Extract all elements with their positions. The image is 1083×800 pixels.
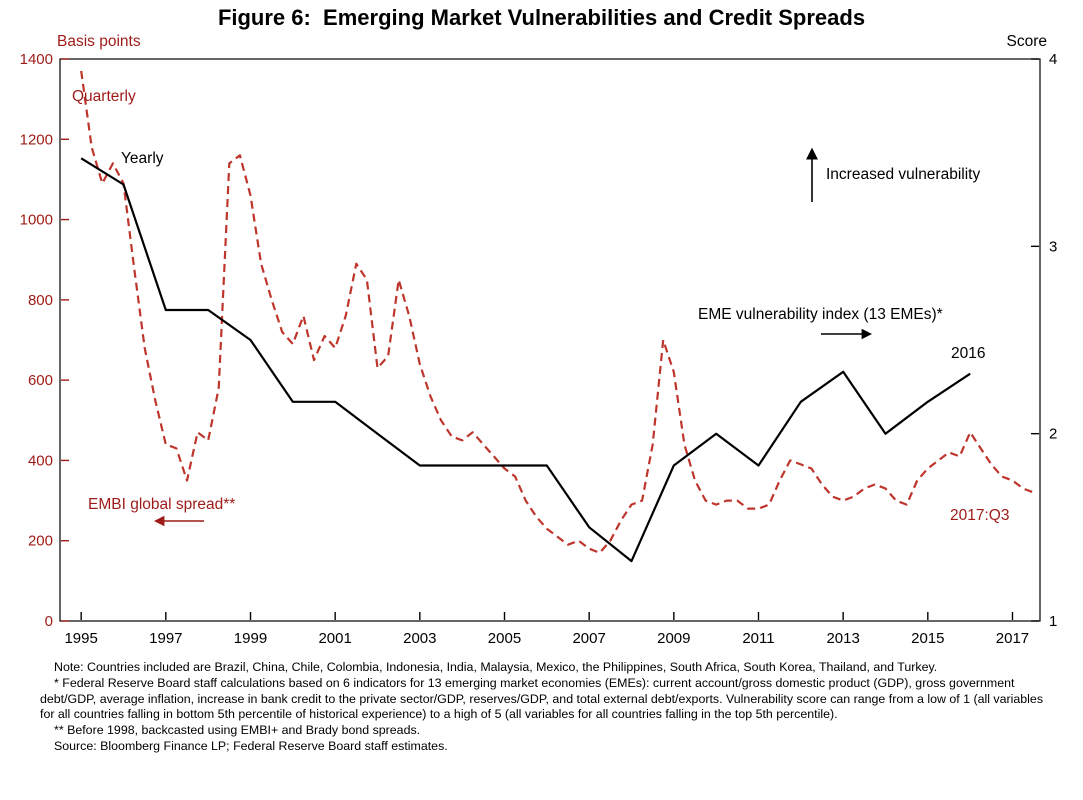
x-axis-tick-label: 2009	[657, 630, 690, 647]
x-axis-tick-label: 1997	[149, 630, 182, 647]
note-source: Source: Bloomberg Finance LP; Federal Re…	[54, 738, 448, 753]
left-axis-tick-label: 0	[45, 613, 53, 630]
x-axis-tick-label: 1995	[64, 630, 97, 647]
left-axis-tick-label: 1200	[20, 131, 53, 148]
x-axis-tick-label: 2003	[403, 630, 436, 647]
x-axis-tick-label: 1999	[234, 630, 267, 647]
left-axis-tick-label: 1000	[20, 212, 53, 229]
embi-spread-label: EMBI global spread**	[88, 496, 236, 513]
eme-vulnerability-index-line	[80, 157, 971, 563]
x-axis-tick-label: 2013	[826, 630, 859, 647]
right-axis-tick-label: 4	[1049, 51, 1057, 68]
left-axis-tick-label: 600	[28, 372, 53, 389]
eme-index-label: EME vulnerability index (13 EMEs)*	[698, 306, 943, 323]
left-axis-tick-label: 800	[28, 292, 53, 309]
left-axis-title: Basis points	[57, 33, 141, 50]
embi-global-spread-line	[80, 70, 1035, 554]
x-axis-tick-label: 2007	[572, 630, 605, 647]
increased-vulnerability-label: Increased vulnerability	[826, 166, 981, 183]
x-axis-tick-label: 2015	[911, 630, 944, 647]
quarterly-series-label: Quarterly	[72, 88, 136, 105]
left-axis-tick-label: 1400	[20, 51, 53, 68]
figure-title: Figure 6: Emerging Market Vulnerabilitie…	[217, 5, 866, 30]
right-axis-tick-label: 3	[1049, 238, 1057, 255]
yearly-series-label: Yearly	[121, 150, 164, 167]
black-line-end-label: 2016	[951, 345, 986, 362]
note-methodology: * Federal Reserve Board staff calculatio…	[40, 675, 1044, 722]
note-backcast: ** Before 1998, backcasted using EMBI+ a…	[54, 723, 421, 737]
note-countries: Note: Countries included are Brazil, Chi…	[54, 660, 938, 674]
plot-frame	[59, 58, 1041, 622]
x-axis-tick-label: 2001	[318, 630, 351, 647]
chart-svg: 0 200 400 600 800 1000 1200 1400 1 2 3 4 1995 1997 199…	[20, 51, 1058, 647]
red-line-end-label: 2017:Q3	[950, 507, 1010, 524]
x-axis-tick-label: 2005	[488, 630, 521, 647]
right-axis-tick-label: 2	[1049, 426, 1057, 443]
x-axis-tick-label: 2011	[742, 630, 774, 647]
figure-notes: Note: Countries included are Brazil, Chi…	[40, 660, 1058, 755]
left-axis-tick-label: 400	[28, 452, 53, 469]
right-axis-tick-label: 1	[1049, 613, 1057, 630]
right-axis-title: Score	[1006, 33, 1048, 50]
x-axis-tick-label: 2017	[996, 630, 1029, 647]
left-axis-tick-label: 200	[28, 533, 53, 550]
